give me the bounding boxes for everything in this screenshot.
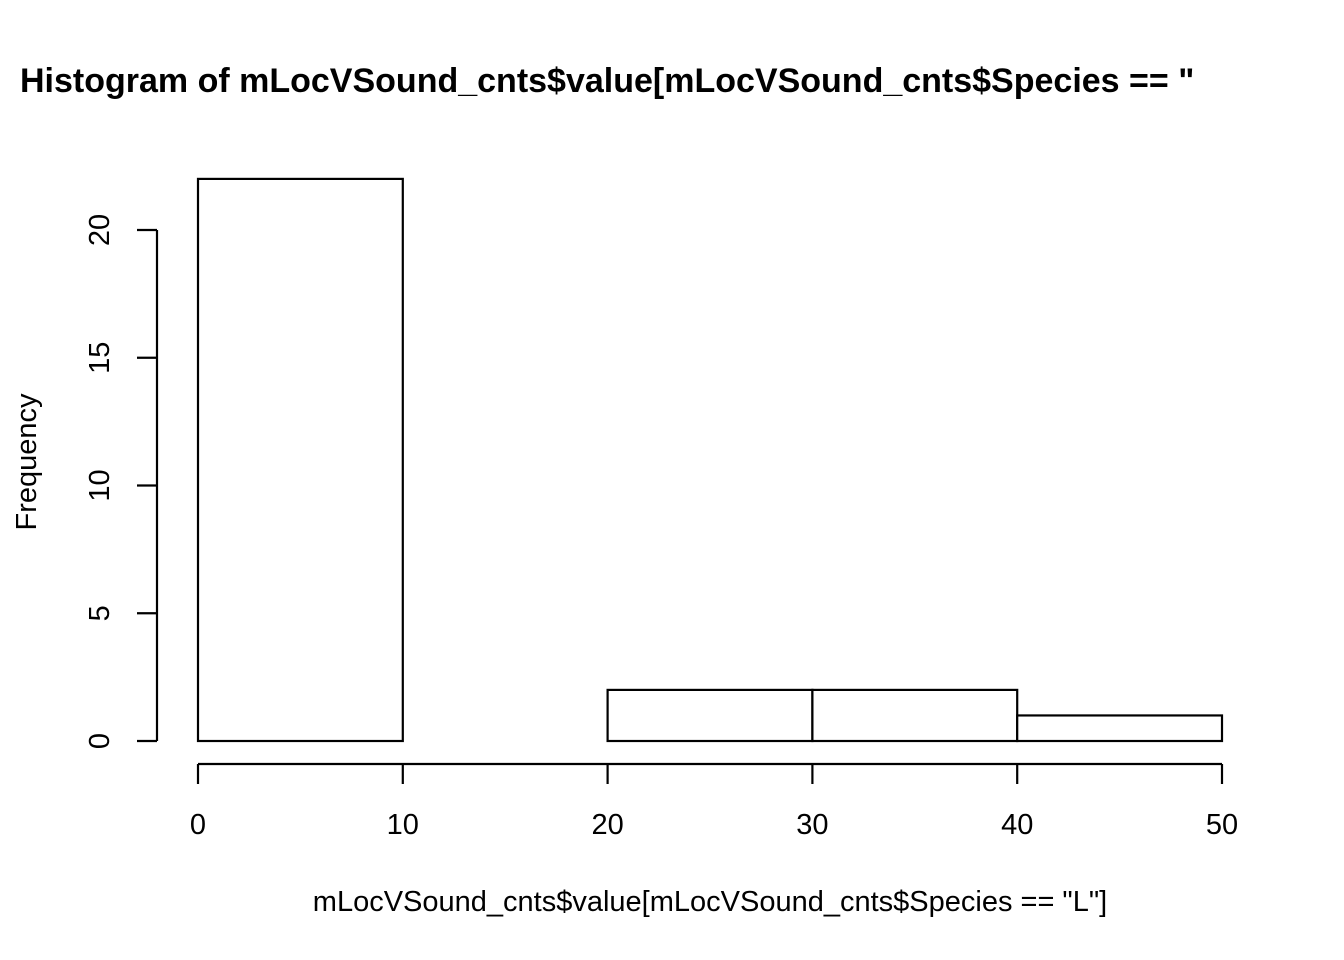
y-tick-label-2: 10 [84,469,116,501]
x-tick-label-4: 40 [1001,809,1033,841]
x-tick-label-2: 20 [591,809,623,841]
histogram-bar-0 [196,177,404,743]
x-tick-label-3: 30 [796,809,828,841]
y-axis: 0 5 10 15 20 [84,214,159,749]
x-axis: 0 10 20 30 40 50 [190,762,1238,841]
y-tick-label-1: 5 [84,605,116,621]
histogram-bar-4 [1016,714,1224,743]
histogram-bar-3 [811,688,1019,743]
y-tick-label-0: 0 [84,733,116,749]
chart-title: Histogram of mLocVSound_cnts$value[mLocV… [20,62,1194,100]
x-tick-label-1: 10 [387,809,419,841]
y-tick-label-4: 20 [84,214,116,246]
x-axis-label: mLocVSound_cnts$value[mLocVSound_cnts$Sp… [313,886,1107,918]
x-tick-label-0: 0 [190,809,206,841]
histogram-bar-2 [606,688,814,743]
y-tick-label-3: 15 [84,342,116,374]
histogram-bars [196,177,1224,743]
y-axis-label: Frequency [11,393,43,531]
x-tick-label-5: 50 [1206,809,1238,841]
